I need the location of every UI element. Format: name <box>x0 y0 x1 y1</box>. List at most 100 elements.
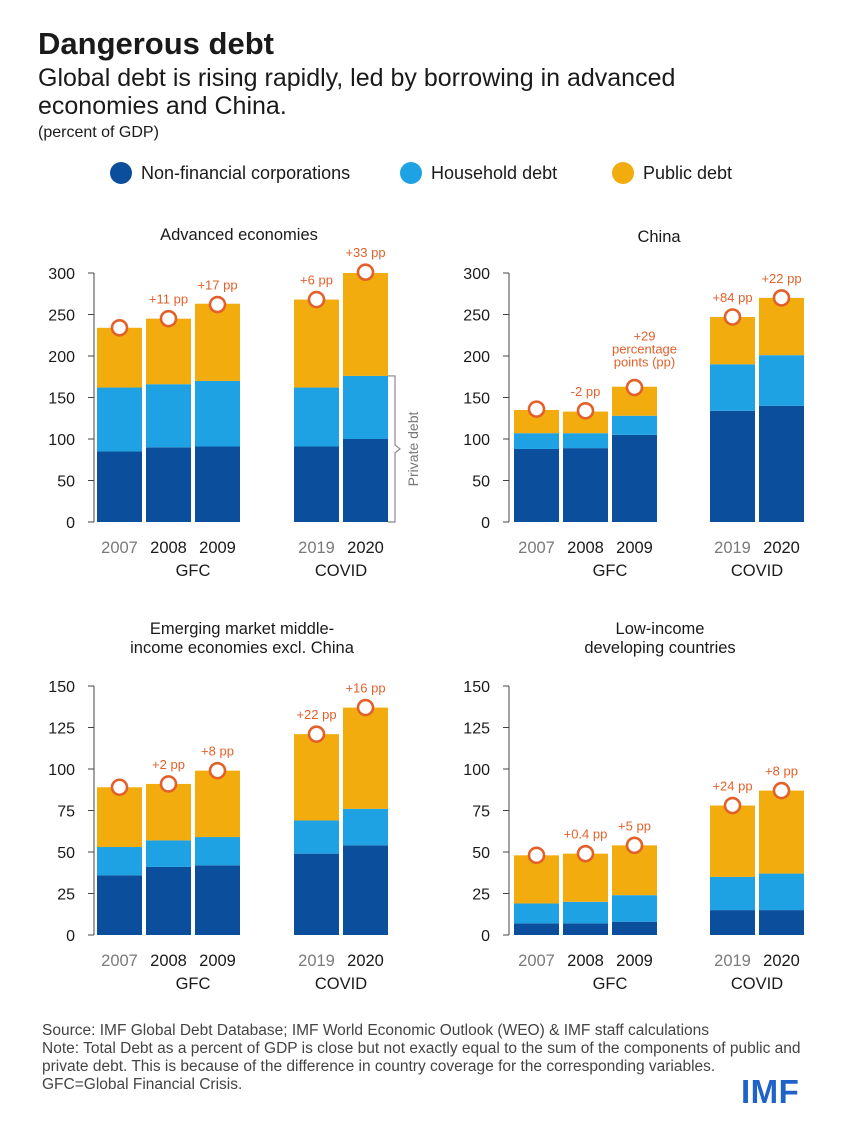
panel1-group-label-covid: COVID <box>315 562 367 580</box>
panel1-bar-household-2008 <box>146 384 191 448</box>
panel4-title: developing countries <box>584 639 735 657</box>
panel3-total-marker-2007 <box>110 778 129 797</box>
panel1-bar-public-2009 <box>195 303 240 381</box>
panel2-bar-public-2019 <box>710 316 755 365</box>
panel3-y-tick-label: 125 <box>48 721 75 738</box>
panel1-y-tick-label: 200 <box>48 349 75 366</box>
panel4-y-tick-label: 150 <box>463 679 490 696</box>
footnote: Note: Total Debt as a percent of GDP is … <box>42 1040 801 1093</box>
panel1-x-label-2009: 2009 <box>199 539 236 557</box>
imf-logo: IMF <box>741 1073 800 1110</box>
panel1-x-label-2008: 2008 <box>150 539 187 557</box>
panel1-bar-household-2020 <box>343 375 388 439</box>
panel1-bar-public-2020 <box>343 273 388 376</box>
panel3-total-marker-2009 <box>208 761 227 780</box>
panel1-total-marker-2020 <box>356 263 375 281</box>
panel2-group-label-gfc: GFC <box>593 562 628 580</box>
panel3-y-tick-label: 75 <box>57 804 75 821</box>
panel3-bar-household-2008 <box>146 840 191 867</box>
panel1-total-marker-2007 <box>110 318 129 337</box>
panel2-annotation-2009: percentage <box>612 342 677 357</box>
panel2-bar-public-2008 <box>563 411 608 434</box>
legend-label-public: Public debt <box>643 162 733 183</box>
panel3-bar-public-2020 <box>343 707 388 809</box>
chart-subtitle: Global debt is rising rapidly, led by bo… <box>38 64 676 120</box>
panel1-x-label-2020: 2020 <box>347 539 384 557</box>
panel2-x-label-2020: 2020 <box>763 539 800 557</box>
panel3-bar-nfc-2007 <box>97 875 142 935</box>
legend-item-household: Household debt <box>400 162 557 184</box>
panel2-total-marker-2009 <box>625 378 644 397</box>
panel2-group-label-covid: COVID <box>731 562 783 580</box>
panel1-bar-nfc-2019 <box>294 446 339 522</box>
panel1-bar-household-2019 <box>294 387 339 447</box>
panel2-bar-nfc-2020 <box>759 405 804 522</box>
panel4-total-marker-2007 <box>527 846 546 865</box>
panel1-x-label-2007: 2007 <box>101 539 138 557</box>
panel3-bar-household-2009 <box>195 837 240 866</box>
panel3-bar-nfc-2008 <box>146 866 191 935</box>
panel4-bar-household-2020 <box>759 873 804 911</box>
panel3-annotation-2009: +8 pp <box>201 744 234 759</box>
panel3-y-tick-label: 100 <box>48 762 75 779</box>
panel2-y-tick-label: 200 <box>463 349 490 366</box>
panel1-y-tick-label: 250 <box>48 308 75 325</box>
panel4-y-tick-label: 75 <box>472 804 490 821</box>
panel3-title: income economies excl. China <box>130 639 355 657</box>
panel4-y-tick-label: 100 <box>463 762 490 779</box>
panel2-bar-nfc-2019 <box>710 410 755 522</box>
panel2-total-marker-2007 <box>527 400 546 418</box>
panel2-bar-household-2020 <box>759 355 804 406</box>
legend-swatch-household <box>400 162 422 184</box>
panel4-y-tick-label: 125 <box>463 721 490 738</box>
panel2-bar-nfc-2007 <box>514 448 559 522</box>
panel4-total-marker-2019 <box>723 796 742 815</box>
panel2-title: China <box>637 228 681 246</box>
panel2-y-tick-label: 250 <box>463 308 490 325</box>
panel3-bar-public-2019 <box>294 734 339 821</box>
panel2-x-label-2008: 2008 <box>567 539 604 557</box>
panel3-bar-public-2009 <box>195 770 240 838</box>
panel3-x-label-2020: 2020 <box>347 952 384 970</box>
panel3-bar-household-2007 <box>97 847 142 876</box>
legend-label-household: Household debt <box>431 162 558 183</box>
panel3-total-marker-2019 <box>307 725 326 743</box>
panel1-annotation-2019: +6 pp <box>300 273 333 288</box>
panel1-total-marker-2009 <box>208 295 227 314</box>
panel1-annotation-2008: +11 pp <box>149 292 188 307</box>
source-note: Source: IMF Global Debt Database; IMF Wo… <box>42 1022 710 1039</box>
panel4-bar-household-2009 <box>612 895 657 922</box>
panel2-annotation-2009: +29 <box>633 329 655 344</box>
panel2-y-tick-label: 100 <box>463 432 490 449</box>
footer: Source: IMF Global Debt Database; IMF Wo… <box>42 1022 802 1094</box>
panel3-bar-public-2007 <box>97 787 142 848</box>
panel4-bar-public-2019 <box>710 805 755 877</box>
legend-label-nfc: Non-financial corporations <box>141 162 351 183</box>
panel1-y-tick-label: 0 <box>66 515 75 532</box>
panel4-bar-nfc-2007 <box>514 923 559 935</box>
panel2-bar-household-2009 <box>612 415 657 435</box>
panel4-total-marker-2008 <box>576 844 595 863</box>
panel4-annotation-2008: +0.4 pp <box>564 827 608 842</box>
legend-item-public: Public debt <box>612 162 732 184</box>
panel4-x-label-2019: 2019 <box>714 952 751 970</box>
panel3-title: Emerging market middle- <box>150 620 334 638</box>
panel1-y-tick-label: 150 <box>48 391 75 408</box>
panel4-x-label-2008: 2008 <box>567 952 604 970</box>
panel4-group-label-covid: COVID <box>731 975 783 993</box>
panel4-x-label-2020: 2020 <box>763 952 800 970</box>
legend-item-nfc: Non-financial corporations <box>110 162 350 184</box>
panel4-bar-household-2008 <box>563 901 608 924</box>
panel1-bar-household-2009 <box>195 380 240 447</box>
panel2-y-tick-label: 50 <box>472 474 490 491</box>
panel2-x-label-2007: 2007 <box>518 539 555 557</box>
panel1-y-tick-label: 100 <box>48 432 75 449</box>
panel2-total-marker-2019 <box>723 308 742 326</box>
panel2-x-label-2019: 2019 <box>714 539 751 557</box>
panel1-private-debt-label: Private debt <box>405 411 421 486</box>
panel3-annotation-2020: +16 pp <box>345 681 385 696</box>
legend-swatch-nfc <box>110 162 132 184</box>
panel1-bar-household-2007 <box>97 387 142 452</box>
panel2-annotation-2008: -2 pp <box>571 384 601 399</box>
panel3-annotation-2019: +22 pp <box>296 707 336 722</box>
